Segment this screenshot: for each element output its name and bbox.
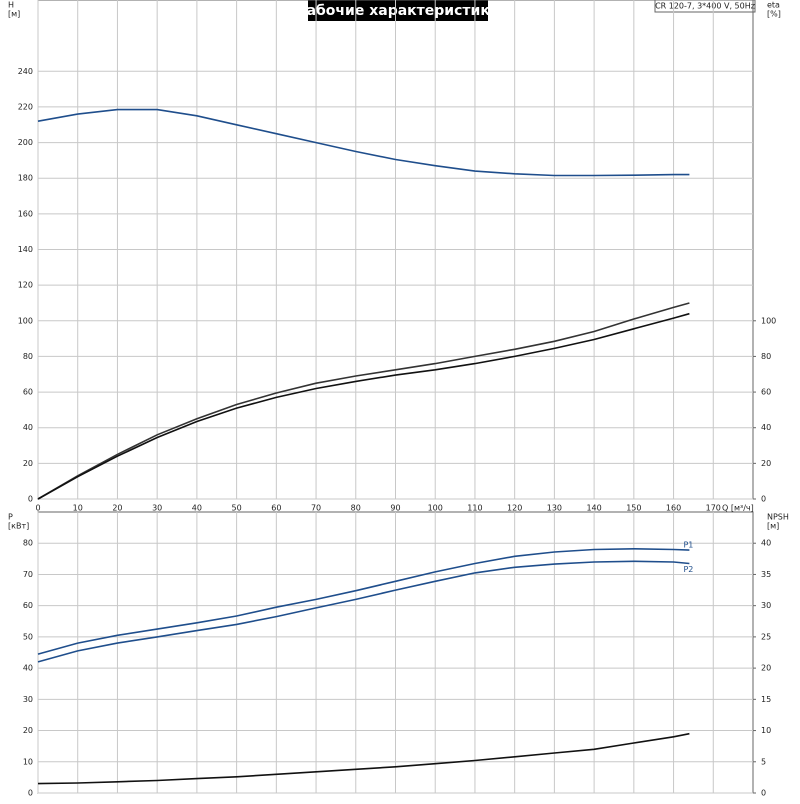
chart-title: Рабочие характеристики bbox=[296, 3, 499, 19]
y-axis-unit: [кВт] bbox=[8, 522, 29, 531]
x-tick-label: 0 bbox=[35, 504, 40, 513]
y-tick-label: 100 bbox=[18, 316, 33, 325]
y2-tick-label: 10 bbox=[761, 726, 771, 735]
y2-tick-label: 40 bbox=[761, 539, 771, 548]
curve bbox=[37, 547, 690, 655]
x-tick-label: 50 bbox=[232, 504, 242, 513]
y2-tick-label: 0 bbox=[761, 789, 766, 798]
title-box bbox=[308, 0, 488, 21]
x-tick-label: 170 bbox=[706, 504, 721, 513]
x-tick-label: 100 bbox=[428, 504, 443, 513]
y-axis-label: P bbox=[8, 513, 13, 522]
model-label: CR 120-7, 3*400 V, 50Hz bbox=[655, 2, 755, 11]
y2-axis-unit: [%] bbox=[767, 10, 781, 19]
x-tick-label: 140 bbox=[586, 504, 601, 513]
x-tick-label: 70 bbox=[311, 504, 321, 513]
x-tick-label: 130 bbox=[547, 504, 562, 513]
y2-tick-label: 20 bbox=[761, 664, 771, 673]
curve bbox=[37, 312, 690, 500]
y-tick-label: 20 bbox=[23, 726, 33, 735]
x-tick-label: 10 bbox=[73, 504, 83, 513]
y2-tick-label: 25 bbox=[761, 632, 771, 641]
x-axis-label: Q [м³/ч] bbox=[722, 504, 754, 513]
y2-tick-label: 60 bbox=[761, 388, 771, 397]
y2-tick-label: 20 bbox=[761, 459, 771, 468]
y-tick-label: 160 bbox=[18, 209, 33, 218]
curve bbox=[37, 732, 690, 785]
y-tick-label: 60 bbox=[23, 601, 33, 610]
y2-tick-label: 100 bbox=[761, 316, 776, 325]
y-tick-label: 0 bbox=[28, 789, 33, 798]
curve bbox=[37, 560, 690, 663]
x-tick-label: 110 bbox=[467, 504, 482, 513]
y-tick-label: 50 bbox=[23, 632, 33, 641]
curve-label: P2 bbox=[683, 565, 693, 574]
x-tick-label: 160 bbox=[666, 504, 681, 513]
y2-axis-label: NPSH bbox=[767, 513, 789, 522]
y2-tick-label: 15 bbox=[761, 695, 771, 704]
x-tick-label: 60 bbox=[271, 504, 281, 513]
y-tick-label: 220 bbox=[18, 102, 33, 111]
x-tick-label: 20 bbox=[112, 504, 122, 513]
y-tick-label: 80 bbox=[23, 352, 33, 361]
x-tick-label: 90 bbox=[390, 504, 400, 513]
x-tick-label: 120 bbox=[507, 504, 522, 513]
y2-axis-unit: [м] bbox=[767, 522, 779, 531]
x-tick-label: 30 bbox=[152, 504, 162, 513]
curve bbox=[37, 108, 690, 177]
y2-tick-label: 5 bbox=[761, 757, 766, 766]
y-axis-unit: [м] bbox=[8, 10, 20, 19]
y-axis-label: H bbox=[8, 1, 14, 10]
y-tick-label: 70 bbox=[23, 570, 33, 579]
y-tick-label: 40 bbox=[23, 423, 33, 432]
x-tick-label: 80 bbox=[351, 504, 361, 513]
y-tick-label: 40 bbox=[23, 664, 33, 673]
y2-axis-label: eta bbox=[767, 1, 780, 10]
y2-tick-label: 80 bbox=[761, 352, 771, 361]
y2-tick-label: 35 bbox=[761, 570, 771, 579]
x-tick-label: 40 bbox=[192, 504, 202, 513]
model-box bbox=[654, 0, 756, 13]
y-tick-label: 0 bbox=[28, 495, 33, 504]
y-tick-label: 240 bbox=[18, 67, 33, 76]
curve bbox=[37, 302, 690, 500]
y2-tick-label: 30 bbox=[761, 601, 771, 610]
y-tick-label: 20 bbox=[23, 459, 33, 468]
y-tick-label: 80 bbox=[23, 539, 33, 548]
y-tick-label: 180 bbox=[18, 174, 33, 183]
x-tick-label: 150 bbox=[626, 504, 641, 513]
y-tick-label: 60 bbox=[23, 388, 33, 397]
y-tick-label: 140 bbox=[18, 245, 33, 254]
y-tick-label: 200 bbox=[18, 138, 33, 147]
y2-tick-label: 0 bbox=[761, 495, 766, 504]
y2-tick-label: 40 bbox=[761, 423, 771, 432]
y-tick-label: 10 bbox=[23, 757, 33, 766]
y-tick-label: 30 bbox=[23, 695, 33, 704]
y-tick-label: 120 bbox=[18, 281, 33, 290]
curve-label: P1 bbox=[683, 541, 693, 550]
